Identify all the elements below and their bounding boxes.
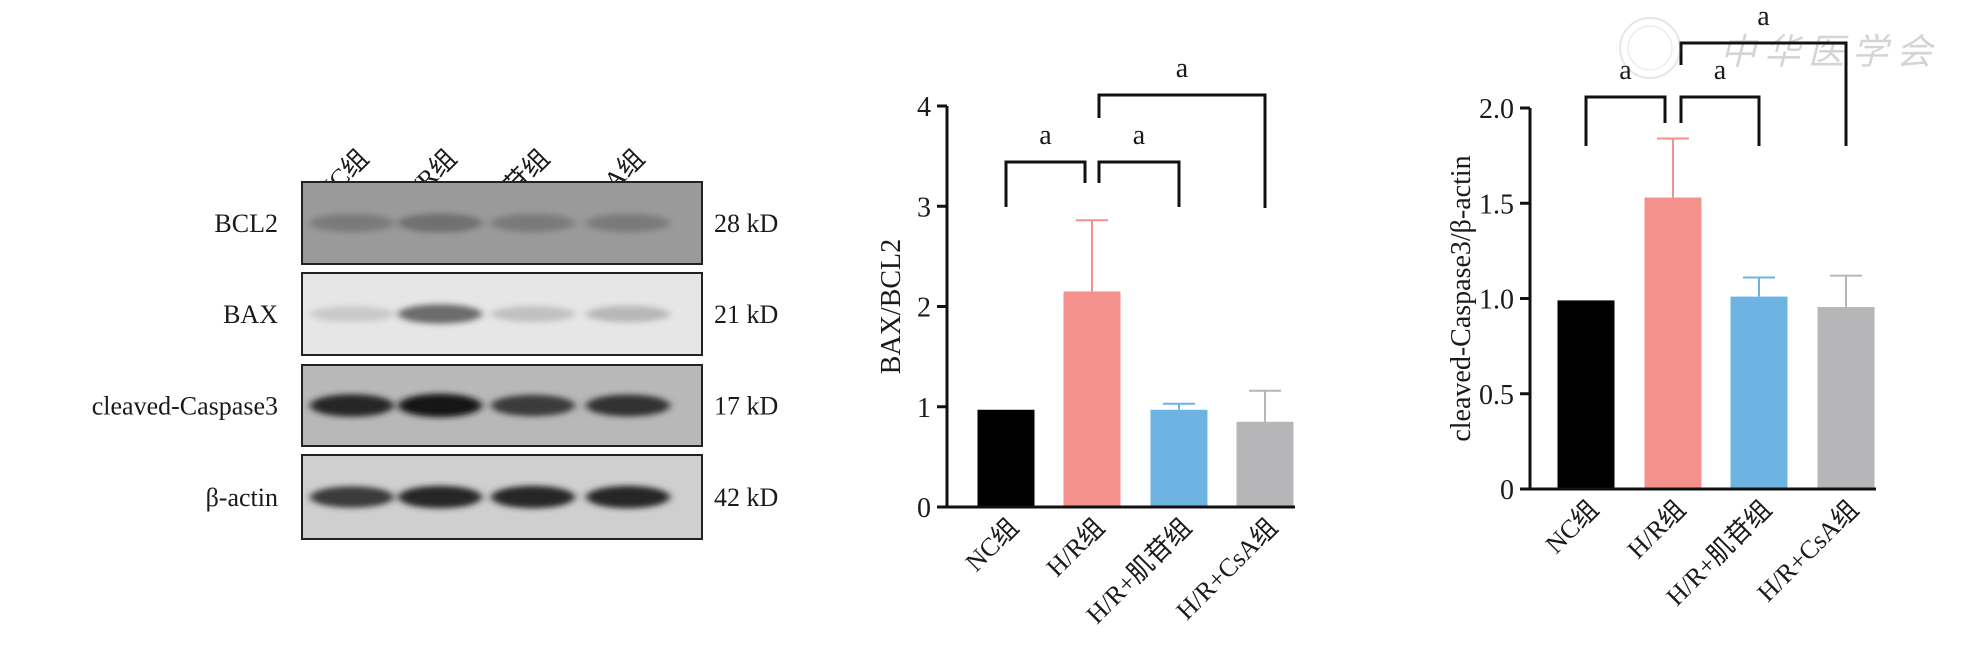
protein-band (310, 394, 394, 417)
protein-band (491, 306, 575, 322)
significance-bracket (1679, 41, 1848, 146)
molecular-weight-label: 17 kD (714, 392, 778, 421)
protein-band (586, 485, 670, 509)
y-tick-label: 0 (917, 493, 931, 524)
y-tick-label: 1 (917, 393, 931, 424)
bar (1557, 300, 1615, 488)
protein-band (491, 213, 575, 233)
protein-band (398, 485, 482, 509)
protein-band (310, 306, 394, 322)
x-tick-label: NC组 (960, 513, 1024, 577)
bar (977, 409, 1035, 506)
y-tick-label: 0 (1500, 475, 1514, 506)
y-tick-label: 1.0 (1479, 285, 1514, 316)
significance-label: a (1133, 120, 1146, 151)
protein-band (310, 213, 394, 233)
protein-label: cleaved-Caspase3 (92, 392, 278, 421)
bar (1236, 421, 1294, 506)
y-tick-label: 3 (917, 192, 931, 223)
seal-logo-inner (1627, 25, 1673, 71)
protein-band (398, 393, 482, 418)
significance-bracket (1097, 160, 1181, 207)
x-tick-label: NC组 (1540, 495, 1604, 559)
protein-band (586, 213, 670, 233)
y-tick-label: 2 (917, 293, 931, 324)
significance-label: a (1039, 120, 1052, 151)
molecular-weight-label: 21 kD (714, 300, 778, 329)
protein-band (398, 304, 482, 324)
bar (1817, 307, 1875, 488)
significance-bracket (1097, 93, 1267, 208)
protein-band (398, 213, 482, 233)
x-tick-label: H/R组 (1041, 513, 1111, 583)
molecular-weight-label: 42 kD (714, 483, 778, 512)
bar (1063, 291, 1121, 506)
watermark: 中华医学会 (1619, 17, 1940, 79)
protein-band (491, 394, 575, 417)
protein-band (310, 486, 394, 508)
significance-label: a (1619, 55, 1632, 86)
y-axis-label: BAX/BCL2 (876, 239, 907, 374)
protein-label: β-actin (206, 483, 278, 512)
seal-logo (1619, 17, 1681, 79)
x-tick-label: H/R组 (1622, 495, 1692, 565)
protein-label: BCL2 (214, 209, 278, 238)
protein-label: BAX (223, 300, 278, 329)
y-tick-label: 1.5 (1479, 189, 1514, 220)
significance-bracket (1004, 160, 1087, 207)
bar (1150, 409, 1208, 506)
molecular-weight-label: 28 kD (714, 209, 778, 238)
y-tick-label: 2.0 (1479, 94, 1514, 125)
y-tick-label: 0.5 (1479, 380, 1514, 411)
watermark-text: 中华医学会 (1720, 32, 1940, 72)
y-tick-label: 4 (917, 92, 931, 123)
significance-label: a (1176, 53, 1189, 84)
significance-label: a (1714, 55, 1727, 86)
protein-band (586, 394, 670, 417)
significance-bracket (1584, 95, 1667, 146)
protein-band (586, 305, 670, 323)
y-axis-label: cleaved-Caspase3/β-actin (1446, 155, 1477, 441)
bar (1730, 296, 1788, 488)
bar (1644, 197, 1702, 488)
significance-bracket (1679, 95, 1761, 146)
significance-label: a (1757, 1, 1770, 32)
protein-band (491, 485, 575, 509)
